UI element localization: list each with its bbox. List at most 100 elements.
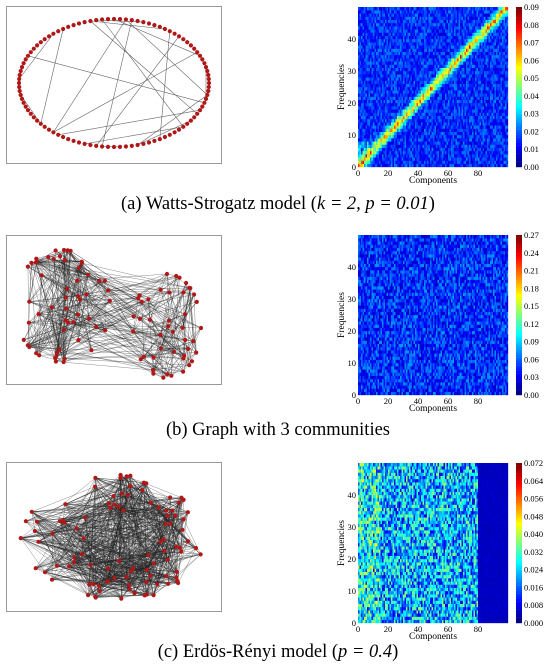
heatmap-cell [455, 55, 458, 59]
heatmap-cell [469, 128, 471, 132]
heatmap-cell [383, 119, 386, 123]
heatmap-cell [379, 131, 381, 136]
heatmap-cell [398, 151, 401, 155]
heatmap-cell [361, 135, 363, 139]
heatmap-cell [412, 29, 414, 33]
heatmap-cell [463, 138, 465, 142]
heatmap-cell [463, 122, 465, 126]
heatmap-cell [490, 48, 492, 52]
heatmap-cell [479, 90, 482, 94]
heatmap-cell [455, 39, 458, 43]
heatmap-cell [470, 103, 473, 107]
heatmap-cell [491, 32, 494, 36]
heatmap-cell [488, 154, 491, 158]
heatmap-cell [383, 103, 386, 107]
heatmap-cell [418, 103, 420, 107]
heatmap-cell [380, 26, 383, 30]
heatmap-cell [488, 58, 491, 62]
heatmap-cells [358, 7, 509, 168]
heatmap-cell [364, 87, 366, 91]
heatmap-cell [409, 61, 411, 65]
heatmap-cell [494, 13, 497, 17]
heatmap-cell [377, 122, 380, 126]
heatmap-cell [362, 80, 365, 84]
heatmap-cell [469, 58, 471, 62]
heatmap-cell [473, 125, 476, 129]
heatmap-cell [397, 119, 399, 123]
heatmap-cell [475, 67, 477, 72]
heatmap-cell [437, 39, 440, 43]
heatmap-cell [445, 151, 447, 155]
heatmap-cell [425, 58, 428, 62]
heatmap-cell [506, 151, 509, 155]
heatmap-cell [412, 58, 414, 62]
heatmap-cell [388, 160, 390, 164]
heatmap-cell [410, 29, 413, 33]
heatmap-cell [406, 23, 408, 27]
heatmap-cell [473, 112, 476, 116]
heatmap-cell [425, 83, 428, 88]
heatmap-cell [478, 138, 480, 142]
heatmap-cell [479, 119, 482, 123]
heatmap-cell [455, 13, 458, 17]
heatmap-cell [481, 13, 483, 17]
heatmap-cell [461, 61, 464, 65]
heatmap-cell [380, 10, 383, 14]
graph-node [162, 26, 167, 32]
heatmap-cell [392, 61, 395, 65]
heatmap-cell [382, 99, 384, 104]
heatmap-cell [358, 83, 360, 88]
heatmap-cell [380, 77, 383, 81]
heatmap-cell [479, 16, 482, 20]
heatmap-cell [448, 154, 450, 158]
heatmap-cell [485, 39, 488, 43]
heatmap-cell [440, 144, 443, 148]
heatmap-cell [428, 32, 431, 36]
heatmap-cell [368, 29, 371, 33]
heatmap-cell [454, 64, 456, 68]
heatmap-cell [491, 96, 494, 100]
heatmap-cell [482, 112, 485, 116]
heatmap-cell [377, 115, 380, 120]
heatmap-cell [416, 61, 419, 65]
heatmap-cell [451, 64, 453, 68]
heatmap-cell [445, 135, 447, 139]
heatmap-cell [379, 122, 381, 126]
heatmap-cell [391, 61, 393, 65]
heatmap-cell [368, 16, 371, 20]
heatmap-cell [473, 157, 476, 161]
heatmap-cell [425, 151, 428, 155]
heatmap-cell [428, 71, 431, 75]
heatmap-cell [410, 141, 413, 145]
heatmap-cell [481, 23, 483, 27]
heatmap-cell [364, 90, 366, 94]
heatmap-cell [430, 163, 432, 168]
heatmap-cell [406, 87, 408, 91]
heatmap-cell [476, 32, 479, 36]
heatmap-cell [410, 26, 413, 30]
heatmap-cell [458, 87, 461, 91]
heatmap-cell [361, 125, 363, 129]
heatmap-cell [388, 32, 390, 36]
heatmap-cell [481, 48, 483, 52]
heatmap-cell [443, 119, 446, 123]
heatmap-cell [418, 90, 420, 94]
heatmap-cell [365, 128, 368, 132]
heatmap-cell [481, 67, 483, 72]
heatmap-cell [466, 77, 468, 81]
heatmap-cell [425, 128, 428, 132]
heatmap-cell [497, 51, 500, 56]
heatmap-cell [466, 13, 468, 17]
heatmap-cell [449, 109, 452, 113]
heatmap-cell [401, 77, 404, 81]
heatmap-cell [451, 144, 453, 148]
graph-node [181, 124, 186, 129]
heatmap-cell [449, 32, 452, 36]
heatmap-cell [391, 122, 393, 126]
heatmap-cell [367, 144, 369, 148]
heatmap-cell [499, 96, 501, 100]
heatmap-cell [475, 115, 477, 120]
heatmap-cell [403, 39, 405, 43]
heatmap-cell [476, 23, 479, 27]
heatmap-cell [437, 87, 440, 91]
